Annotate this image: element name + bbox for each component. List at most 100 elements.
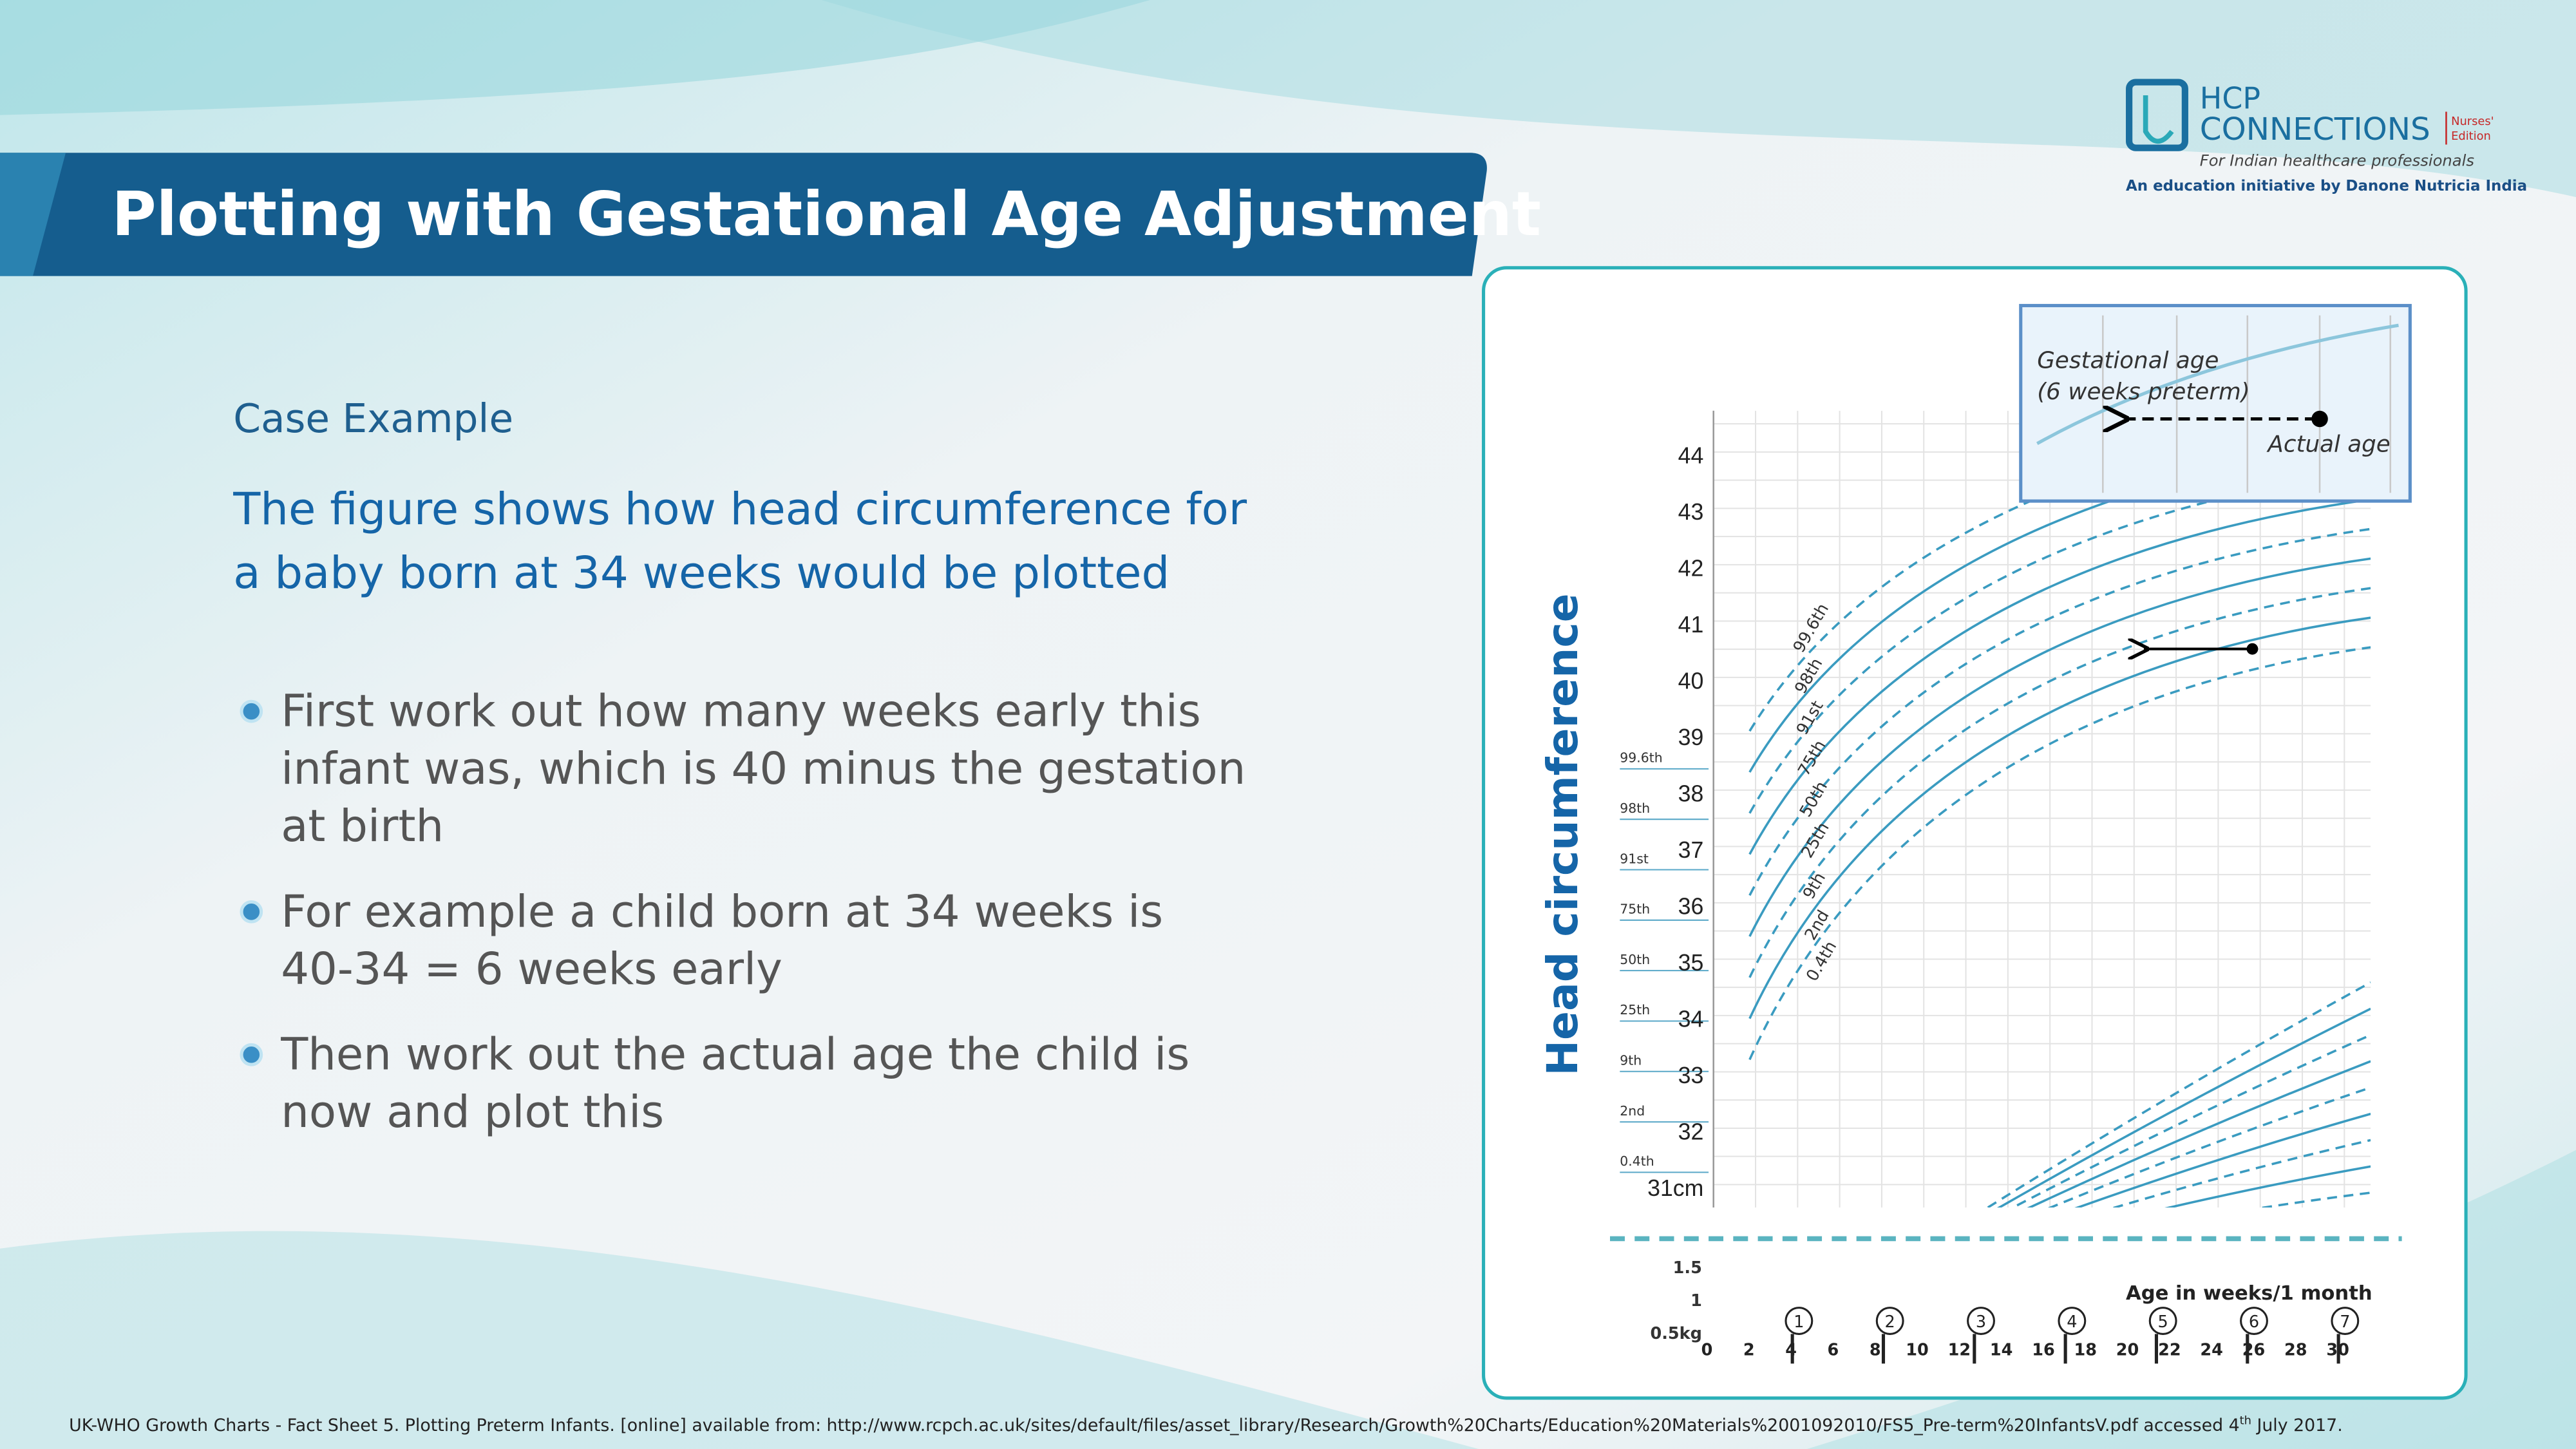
month-label: 4 [2067,1312,2077,1332]
month-marker [2148,1307,2177,1335]
y-axis-label: Head circumference [1537,593,1587,1075]
centile-curve [1748,587,2371,978]
bullet-text: 40-34 = 6 weeks early [281,943,782,995]
month-label: 2 [1885,1312,1895,1332]
bullet-marker [240,1043,263,1066]
centile-side-label: 91st [1620,851,1649,866]
logo: HCP CONNECTIONS Nurses' Edition For Indi… [2126,79,2527,194]
swoosh [0,0,1150,115]
bullet-list: First work out how many weeks early this… [240,686,1245,1138]
y-tick-label: 44 [1678,442,1704,468]
heading: a baby born at 34 weeks would be plotted [233,547,1170,599]
y-tick-label: 31cm [1647,1175,1703,1201]
x-tick-label: 10 [1906,1341,1929,1360]
title-bar-accent [0,153,66,276]
centile-curve [1748,410,2371,732]
plotted-point [2246,643,2259,655]
month-marker [2058,1307,2087,1335]
centile-side-label: 75th [1620,902,1650,917]
x-tick-label: 26 [2242,1341,2266,1360]
centile-side-label: 25th [1620,1002,1650,1018]
centile-curve [2027,1060,2371,1208]
centile-curve [2257,1191,2371,1208]
y-tick-label: 36 [1678,893,1704,919]
y-tick-label: 37 [1678,837,1704,863]
bullet-text: infant was, which is 40 minus the gestat… [281,743,1245,795]
y-tick-label: 34 [1678,1006,1704,1032]
logo-icon [2126,79,2188,151]
month-label: 3 [1976,1312,1986,1332]
x-tick-label: 22 [2158,1341,2181,1360]
logo-edition: Nurses' [2451,115,2494,128]
inset-text: Gestational age [2037,347,2219,374]
weight-tick-label: 1.5 [1673,1258,1702,1278]
y-tick-label: 39 [1678,724,1704,750]
title: Plotting with Gestational Age Adjustment [111,179,1541,250]
centile-side-label: 2nd [1620,1103,1645,1119]
bullet-marker [240,900,263,923]
x-tick-label: 6 [1828,1341,1839,1360]
centile-curve [2047,1086,2371,1208]
centile-side-label: 9th [1620,1053,1642,1068]
centile-curve [1748,557,2371,937]
x-tick-label: 24 [2200,1341,2223,1360]
centile-curve [2110,1139,2371,1208]
y-tick-label: 38 [1678,781,1704,806]
x-axis-label: Age in weeks/1 month [2126,1282,2372,1305]
y-tick-label: 41 [1678,612,1704,638]
month-label: 7 [2340,1312,2350,1332]
y-tick-label: 35 [1678,950,1704,976]
month-label: 5 [2158,1312,2168,1332]
month-marker [2240,1307,2268,1335]
heading: The figure shows how head circumference … [232,484,1247,535]
x-tick-label: 2 [1743,1341,1755,1360]
bullet-text: For example a child born at 34 weeks is [281,886,1163,938]
bullet-text: now and plot this [281,1086,664,1138]
centile-curve [1748,646,2371,1061]
centile-side-label: 0.4th [1620,1153,1654,1169]
x-tick-label: 14 [1990,1341,2013,1360]
citation: UK-WHO Growth Charts - Fact Sheet 5. Plo… [69,1414,2343,1435]
centile-side-label: 98th [1620,800,1650,816]
centile-curve [2010,1034,2371,1208]
logo-icon [2143,95,2174,144]
logo-edition: Edition [2451,129,2491,143]
weight-tick-label: 1 [1690,1291,1702,1311]
month-marker [1875,1307,1904,1335]
inset-text: (6 weeks preterm) [2037,379,2249,405]
centile-curve [2164,1165,2371,1208]
centile-side-label: 99.6th [1620,750,1662,766]
centile-curve [1996,1007,2371,1208]
centile-side-label: 50th [1620,952,1650,967]
logo-name: HCP [2200,80,2260,115]
centile-curve [2074,1112,2371,1208]
month-marker [1785,1307,1814,1335]
x-tick-label: 12 [1948,1341,1971,1360]
month-marker [1967,1307,1995,1335]
centile-curve [1748,527,2371,896]
inset-curve [2036,323,2399,446]
inset-text: Actual age [2266,431,2390,458]
case-label: Case Example [233,396,513,442]
swoosh [0,1231,1479,1449]
citation-sup: th [2240,1414,2251,1428]
x-tick-label: 20 [2116,1341,2139,1360]
centile-curve [1748,498,2371,855]
title-bar [0,153,1487,276]
y-tick-label: 42 [1678,555,1704,581]
x-tick-label: 8 [1870,1341,1881,1360]
bullet-text: at birth [281,800,444,852]
bullet-text: Then work out the actual age the child i… [280,1029,1189,1081]
month-label: 1 [1794,1312,1804,1332]
y-tick-label: 32 [1678,1119,1704,1144]
y-tick-label: 40 [1678,668,1704,694]
y-tick-label: 33 [1678,1063,1704,1088]
month-label: 6 [2249,1312,2259,1332]
x-tick-label: 28 [2284,1341,2307,1360]
logo-initiative: An education initiative by Danone Nutric… [2126,178,2527,194]
citation-text: UK-WHO Growth Charts - Fact Sheet 5. Plo… [69,1416,2239,1435]
bullet-marker [240,699,263,723]
figure-frame [1482,266,2468,1400]
